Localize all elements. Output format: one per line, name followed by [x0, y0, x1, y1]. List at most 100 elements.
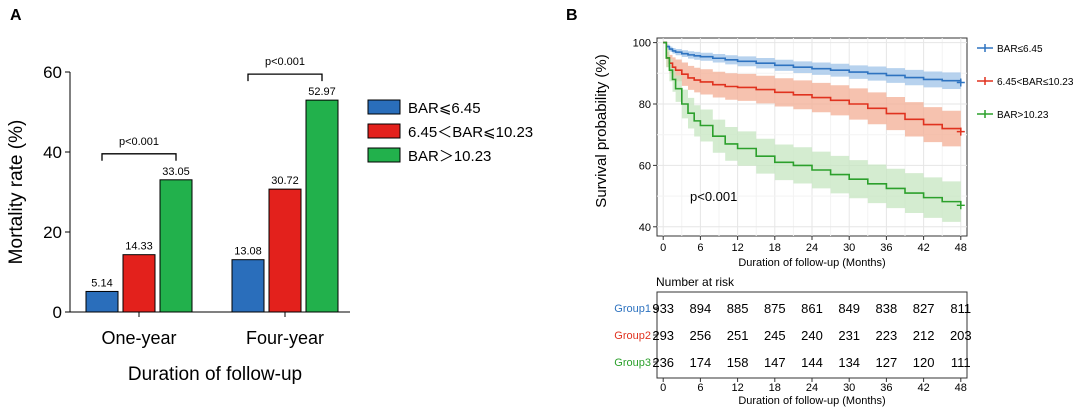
risk-cell: 885: [727, 301, 749, 316]
risk-cell: 251: [727, 328, 749, 343]
risk-cell: 223: [876, 328, 898, 343]
bar-value-label: 5.14: [91, 277, 112, 289]
risk-cell: 147: [764, 355, 786, 370]
risk-cell: 245: [764, 328, 786, 343]
bar: [305, 99, 339, 313]
risk-cell: 894: [690, 301, 712, 316]
legend-line: [977, 110, 993, 118]
bar-chart-xlabel: Duration of follow-up: [128, 364, 302, 385]
bar-chart-y-tick-label: 20: [43, 223, 62, 242]
risk-row-label: Group2: [614, 330, 651, 342]
significance-label: p<0.001: [119, 136, 159, 148]
significance-label: p<0.001: [265, 56, 305, 68]
km-chart-ylabel: Survival probability (%): [593, 54, 610, 207]
legend-line: [977, 77, 993, 85]
km-x-tick-label: 24: [806, 242, 818, 254]
risk-x-tick-label: 12: [731, 382, 743, 394]
bar-value-label: 30.72: [271, 175, 299, 187]
bar-chart-legend: BAR⩽6.45 6.45＜BAR⩽10.23 BAR＞10.23: [367, 99, 533, 165]
km-x-tick-label: 18: [769, 242, 781, 254]
survival-curve: [663, 41, 962, 206]
km-x-tick-label: 48: [955, 242, 967, 254]
risk-x-tick-label: 6: [697, 382, 703, 394]
km-y-tick-label: 100: [633, 38, 651, 50]
km-chart-panel: Survival probability (%) Duration of fol…: [593, 37, 1074, 269]
panel-label-a: A: [10, 7, 22, 24]
bar-chart-y-tick-label: 0: [53, 303, 62, 322]
risk-cell: 212: [913, 328, 935, 343]
bar-chart-category-label: Four-year: [246, 328, 324, 348]
risk-x-tick-label: 0: [660, 382, 666, 394]
bar-chart-ylabel: Mortality rate (%): [6, 120, 27, 265]
risk-cell: 127: [876, 355, 898, 370]
risk-row-label: Group3: [614, 357, 651, 369]
bar-value-label: 14.33: [125, 241, 153, 253]
risk-cell: 861: [801, 301, 823, 316]
km-y-tick-label: 80: [639, 99, 651, 111]
confidence-band: [663, 42, 961, 226]
risk-x-tick-label: 36: [880, 382, 892, 394]
bar-chart-y-tick-label: 60: [43, 63, 62, 82]
risk-x-tick-label: 30: [843, 382, 855, 394]
legend-label: 6.45＜BAR⩽10.23: [408, 124, 533, 141]
risk-cell: 838: [876, 301, 898, 316]
legend-label: BAR⩽6.45: [408, 100, 481, 117]
km-x-tick-label: 42: [917, 242, 929, 254]
risk-x-tick-label: 42: [917, 382, 929, 394]
censor-mark: [956, 78, 965, 87]
risk-cell: 933: [652, 301, 674, 316]
risk-table-title: Number at risk: [656, 275, 735, 289]
risk-cell: 256: [690, 328, 712, 343]
panel-label-b: B: [566, 7, 578, 24]
significance-bracket: [101, 153, 177, 161]
risk-table-xlabel: Duration of follow-up (Months): [738, 395, 885, 407]
survival-curve: [663, 41, 962, 132]
significance-bracket: [247, 73, 323, 82]
risk-cell: 236: [652, 355, 674, 370]
legend-label: BAR>10.23: [997, 110, 1049, 121]
censor-mark: [956, 127, 965, 136]
km-p-value: p<0.001: [690, 189, 737, 204]
bar-value-label: 52.97: [308, 86, 336, 98]
bar-value-label: 13.08: [234, 246, 262, 258]
km-x-tick-label: 6: [697, 242, 703, 254]
risk-table-frame: [656, 291, 968, 379]
bar: [231, 259, 265, 313]
risk-cell: 811: [950, 301, 971, 316]
survival-curve: [663, 41, 962, 83]
km-chart-legend: BAR≤6.45 6.45<BAR≤10.23 BAR>10.23: [977, 44, 1074, 121]
km-x-tick-label: 12: [731, 242, 743, 254]
risk-cell: 144: [801, 355, 823, 370]
legend-swatch: [367, 99, 401, 115]
bar-value-label: 33.05: [162, 166, 190, 178]
km-x-tick-label: 30: [843, 242, 855, 254]
risk-cell: 875: [764, 301, 786, 316]
bar: [85, 290, 119, 313]
legend-label: 6.45<BAR≤10.23: [997, 77, 1074, 88]
bar-chart-y-tick-label: 40: [43, 143, 62, 162]
km-y-tick-label: 40: [639, 222, 651, 234]
bar: [159, 179, 193, 313]
km-x-tick-label: 36: [880, 242, 892, 254]
km-y-tick-label: 60: [639, 160, 651, 172]
legend-label: BAR＞10.23: [408, 148, 491, 165]
risk-x-tick-label: 48: [955, 382, 967, 394]
risk-cell: 134: [838, 355, 860, 370]
bar-chart-category-label: One-year: [101, 328, 176, 348]
risk-cell: 158: [727, 355, 749, 370]
legend-label: BAR≤6.45: [997, 44, 1043, 55]
risk-cell: 111: [951, 355, 971, 370]
censor-mark: [956, 201, 965, 210]
risk-x-tick-label: 18: [769, 382, 781, 394]
risk-cell: 827: [913, 301, 935, 316]
legend-swatch: [367, 123, 401, 139]
risk-cell: 293: [652, 328, 674, 343]
risk-table: Number at risk Duration of follow-up (Mo…: [614, 275, 971, 407]
risk-cell: 849: [838, 301, 860, 316]
bar: [122, 254, 156, 313]
legend-line: [977, 44, 993, 52]
risk-row-label: Group1: [614, 303, 651, 315]
risk-cell: 120: [913, 355, 935, 370]
risk-x-tick-label: 24: [806, 382, 818, 394]
